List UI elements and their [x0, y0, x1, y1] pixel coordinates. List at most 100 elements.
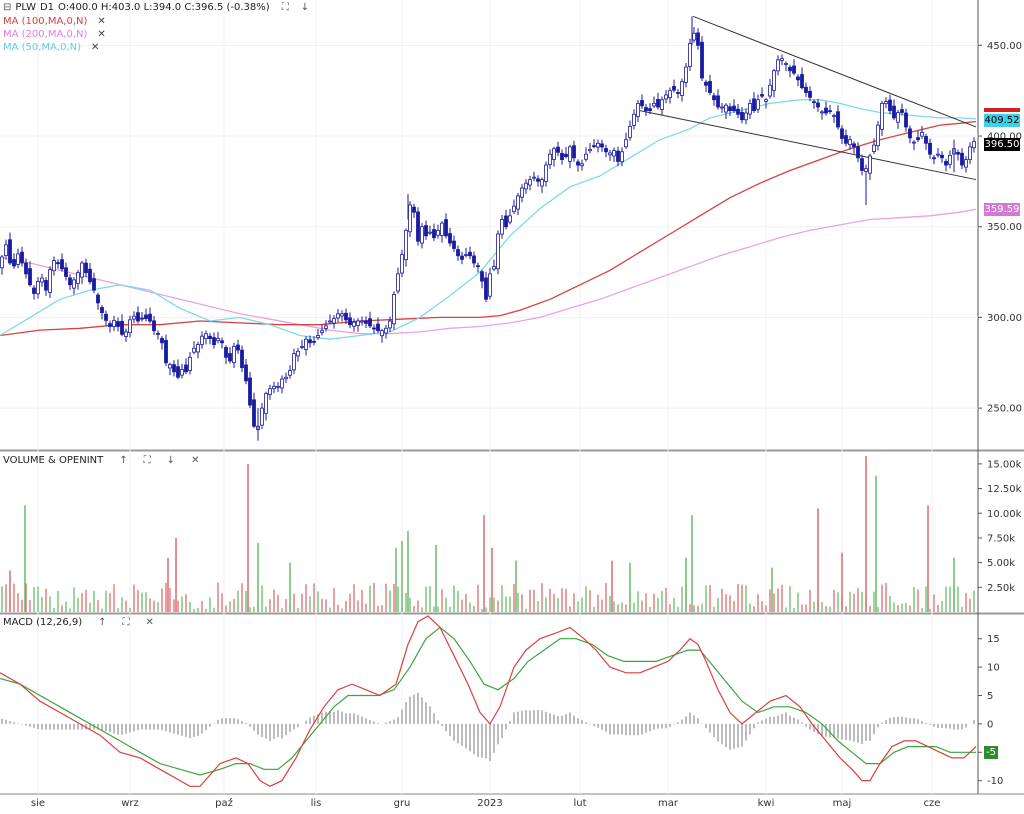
candle	[716, 95, 720, 108]
candle	[880, 102, 884, 130]
ma100-line	[0, 120, 977, 337]
x-tick-label: 2023	[477, 798, 502, 809]
close-icon[interactable]: ✕	[191, 455, 200, 466]
macd-line	[0, 615, 977, 787]
macd-tick-label: 0	[987, 719, 993, 730]
candle	[0, 256, 4, 269]
candle	[184, 364, 188, 373]
candle	[832, 115, 836, 117]
candle	[628, 125, 632, 138]
candle	[436, 229, 440, 236]
candle	[384, 327, 388, 334]
candle	[968, 146, 972, 161]
candle	[44, 280, 48, 291]
remove-indicator-icon[interactable]: ✕	[97, 29, 106, 40]
candle	[584, 153, 588, 160]
legend-ma50[interactable]: MA (50,MA,0,N) ✕	[3, 42, 99, 53]
ma200-line	[0, 208, 977, 335]
arrow-down-icon[interactable]: ↓	[166, 455, 176, 466]
candle	[332, 318, 336, 324]
candle	[92, 278, 96, 291]
close-icon[interactable]: ✕	[145, 617, 154, 628]
remove-indicator-icon[interactable]: ✕	[91, 42, 100, 53]
candle	[424, 225, 428, 237]
remove-indicator-icon[interactable]: ✕	[97, 16, 106, 27]
candle	[748, 102, 752, 115]
candle	[936, 153, 940, 156]
macd-panel	[0, 615, 977, 787]
candle	[400, 254, 404, 274]
candle	[224, 347, 228, 358]
maximize-icon[interactable]: ⛶	[281, 2, 289, 13]
candle	[124, 331, 128, 337]
candle	[780, 58, 784, 61]
candle	[204, 333, 208, 340]
x-tick-label: cze	[924, 798, 941, 809]
candle	[12, 259, 16, 267]
arrow-down-icon[interactable]: ↓	[300, 2, 310, 13]
candle	[300, 346, 304, 348]
candle	[904, 112, 908, 128]
candle	[200, 335, 204, 345]
candle	[460, 255, 464, 260]
ma100-tag	[984, 107, 1020, 112]
macd-title: MACD (12,26,9)	[3, 617, 83, 628]
candle	[296, 350, 300, 357]
collapse-icon[interactable]: ⊟	[3, 2, 12, 13]
candle	[404, 229, 408, 261]
candle	[20, 251, 24, 264]
candle	[220, 340, 224, 344]
legend-ma100[interactable]: MA (100,MA,0,N) ✕	[3, 16, 106, 27]
maximize-icon[interactable]: ⛶	[143, 455, 151, 466]
lower-trendline	[639, 110, 977, 181]
candle	[100, 307, 104, 313]
candle	[872, 144, 876, 153]
x-tick-label: paź	[215, 797, 233, 809]
maximize-icon[interactable]: ⛶	[122, 617, 130, 628]
ma200-value-tag: 359.59	[984, 202, 1020, 216]
arrow-up-icon[interactable]: ↑	[119, 455, 128, 466]
candle	[632, 113, 636, 126]
candle	[524, 182, 528, 190]
candle	[624, 139, 628, 148]
candle	[112, 320, 116, 327]
candle	[552, 148, 556, 160]
candle	[612, 150, 616, 157]
candle	[528, 179, 532, 186]
candle	[616, 150, 620, 162]
candle	[504, 215, 508, 228]
candle	[536, 178, 540, 182]
candle	[448, 233, 452, 244]
volume-tick-label: 2.50k	[987, 583, 1015, 594]
volume-tick-label: 7.50k	[987, 533, 1015, 544]
arrow-up-icon[interactable]: ↑	[98, 617, 107, 628]
candle	[724, 104, 728, 113]
candle	[252, 399, 256, 427]
candle	[876, 124, 880, 147]
candle	[700, 41, 704, 79]
candle	[288, 370, 292, 376]
candle	[340, 313, 344, 317]
candle	[476, 265, 480, 268]
candle	[768, 84, 772, 97]
close-price-tag: 396.50	[984, 137, 1020, 151]
candle	[328, 320, 332, 323]
candle	[260, 407, 264, 426]
candle	[560, 153, 564, 161]
candle	[308, 339, 312, 344]
macd-tick-label: 5	[987, 691, 993, 702]
candle	[644, 107, 648, 112]
candle	[464, 254, 468, 256]
candle	[376, 323, 380, 332]
candle	[920, 132, 924, 137]
candle	[216, 338, 220, 342]
volume-tick-label: 10.00k	[987, 509, 1022, 520]
macd-value-tag: -5	[984, 745, 998, 759]
candle	[788, 66, 792, 72]
candle	[512, 205, 516, 213]
legend-ma200[interactable]: MA (200,MA,0,N) ✕	[3, 29, 106, 40]
price-tick-label: 450.00	[987, 41, 1022, 52]
candle	[652, 102, 656, 107]
candle	[820, 111, 824, 114]
